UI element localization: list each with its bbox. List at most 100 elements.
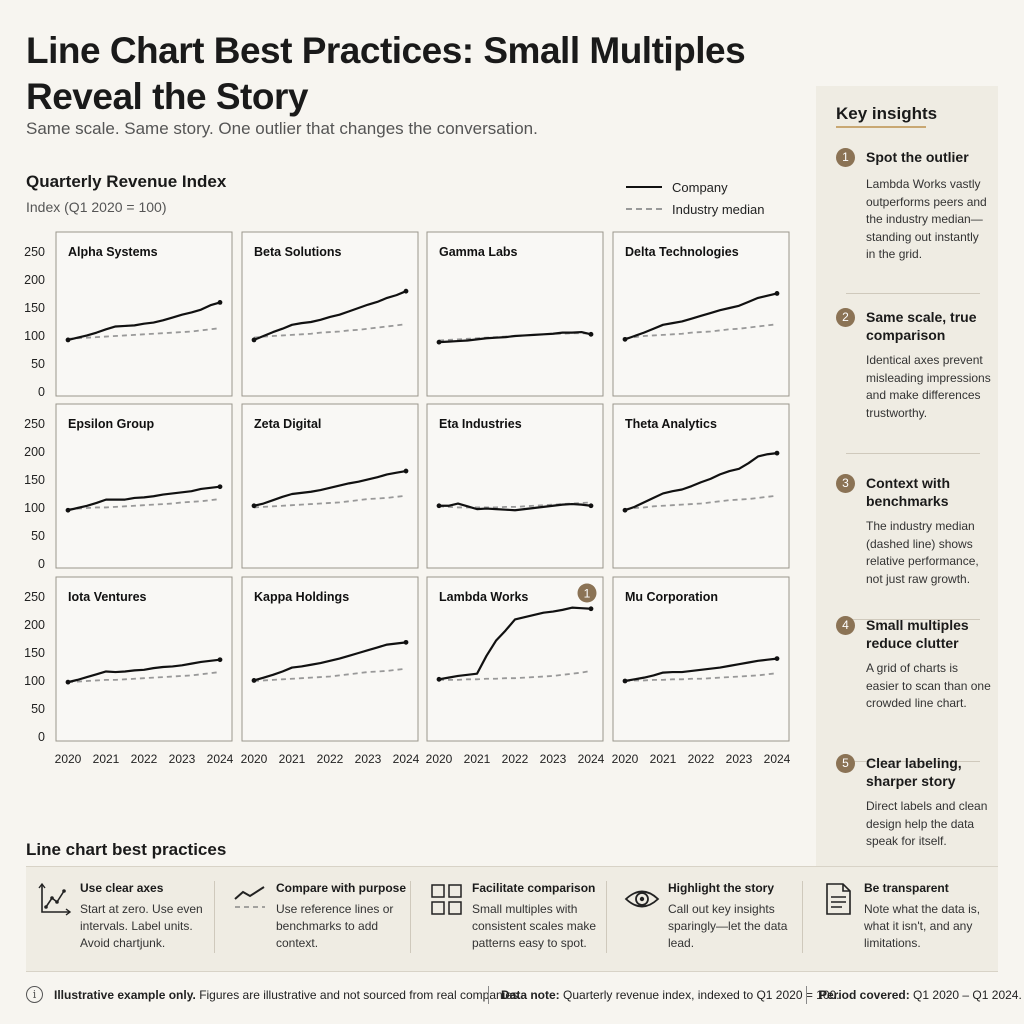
x-tick-label: 2024 [393, 752, 420, 766]
y-tick-label: 100 [24, 329, 45, 343]
insight-separator [846, 761, 980, 762]
company-line [439, 502, 592, 512]
start-point [65, 679, 71, 685]
insight-title: Clear labeling, sharper story [866, 755, 962, 789]
best-practice-item: Highlight the story Call out key insights… [614, 867, 810, 973]
x-tick-label: 2020 [426, 752, 453, 766]
company-line [67, 485, 221, 512]
panel-frame [55, 231, 233, 397]
start-point [622, 336, 628, 342]
end-point [588, 503, 594, 509]
end-point [217, 300, 223, 305]
panel-frame [612, 403, 790, 569]
y-tick-label: 200 [24, 618, 45, 632]
footer-data-note: Data note: Quarterly revenue index, inde… [501, 988, 840, 1002]
x-tick-label: 2021 [93, 752, 120, 766]
x-tick-label: 2022 [502, 752, 529, 766]
panel-frame [241, 403, 419, 569]
insight-title: Small multiples reduce clutter [866, 617, 969, 651]
small-multiples-grid: Alpha Systems Beta Solutions Gamma Labs Del… [24, 231, 791, 766]
start-point [251, 503, 257, 509]
company-line [253, 290, 407, 341]
x-tick-label: 2024 [578, 752, 605, 766]
x-tick-label: 2023 [355, 752, 382, 766]
legend-label-median: Industry median [672, 201, 765, 217]
best-practice-body: Small multiples with consistent scales m… [472, 902, 597, 950]
median-line [624, 323, 778, 340]
panel-title: Theta Analytics [625, 417, 717, 431]
median-line [253, 667, 407, 682]
best-practice-heading: Highlight the story [668, 881, 774, 895]
panel-title: Zeta Digital [254, 417, 321, 431]
median-line [624, 672, 778, 682]
panel-title: Kappa Holdings [254, 590, 349, 604]
panel-title: Mu Corporation [625, 590, 718, 604]
insight-number-badge: 3 [836, 474, 855, 493]
panel-frame [612, 231, 790, 397]
panel-title: Lambda Works [439, 590, 528, 604]
y-tick-label: 50 [31, 357, 45, 371]
end-point [403, 639, 409, 645]
panel-title: Eta Industries [439, 417, 522, 431]
insight-number-badge: 5 [836, 754, 855, 773]
axes-chart-icon [36, 881, 72, 917]
start-point [436, 339, 442, 345]
best-practices-band: Use clear axes Start at zero. Use even in… [26, 866, 998, 972]
y-tick-label: 150 [24, 301, 45, 315]
x-tick-label: 2023 [540, 752, 567, 766]
x-tick-label: 2020 [55, 752, 82, 766]
grid-squares-icon [428, 881, 464, 917]
x-tick-label: 2020 [241, 752, 268, 766]
end-point [217, 484, 223, 490]
insight-separator [846, 453, 980, 454]
x-tick-label: 2021 [464, 752, 491, 766]
company-line [67, 658, 221, 684]
insight-body: Lambda Works vastly outperforms peers an… [866, 177, 987, 261]
panel-frame [426, 231, 604, 397]
company-line [624, 292, 778, 341]
legend-item-median: Industry median [626, 198, 765, 220]
panel-frame [426, 403, 604, 569]
x-tick-label: 2023 [726, 752, 753, 766]
panel-frame [612, 576, 790, 742]
start-point [65, 337, 71, 343]
panel-title: Epsilon Group [68, 417, 154, 431]
end-point [403, 468, 409, 474]
y-tick-label: 0 [38, 557, 45, 571]
x-tick-label: 2022 [317, 752, 344, 766]
insight-body: A grid of charts is easier to scan than … [866, 661, 991, 710]
compare-lines-icon [232, 881, 268, 917]
company-line [253, 469, 407, 507]
x-tick-label: 2021 [279, 752, 306, 766]
legend-swatch-median [626, 208, 662, 210]
best-practice-divider [606, 881, 607, 953]
median-line [253, 323, 407, 339]
end-point [774, 450, 780, 456]
x-tick-label: 2022 [131, 752, 158, 766]
best-practice-item: Use clear axes Start at zero. Use even in… [26, 867, 222, 973]
best-practice-heading: Be transparent [864, 881, 949, 895]
best-practice-body: Call out key insights sparingly—let the … [668, 902, 788, 950]
x-tick-label: 2020 [612, 752, 639, 766]
y-tick-label: 100 [24, 674, 45, 688]
key-insights-panel: Key insights 1 Spot the outlier Lambda Wor… [816, 86, 998, 866]
legend-swatch-company [626, 186, 662, 188]
x-tick-label: 2022 [688, 752, 715, 766]
legend-label-company: Company [672, 179, 728, 195]
end-point [588, 606, 594, 612]
insight-body: Identical axes prevent misleading impres… [866, 353, 991, 420]
y-tick-label: 100 [24, 501, 45, 515]
company-line [624, 452, 778, 512]
x-tick-label: 2021 [650, 752, 677, 766]
y-tick-label: 0 [38, 730, 45, 744]
insight-title: Same scale, true comparison [866, 309, 977, 343]
y-tick-label: 250 [24, 417, 45, 431]
end-point [217, 657, 223, 663]
y-tick-label: 50 [31, 529, 45, 543]
best-practice-item: Compare with purpose Use reference lines … [222, 867, 418, 973]
footer-divider [488, 986, 489, 1004]
median-line [67, 498, 221, 511]
x-tick-label: 2024 [207, 752, 234, 766]
y-tick-label: 50 [31, 702, 45, 716]
footer-period: Period covered: Q1 2020 – Q1 2024. [819, 988, 1022, 1002]
